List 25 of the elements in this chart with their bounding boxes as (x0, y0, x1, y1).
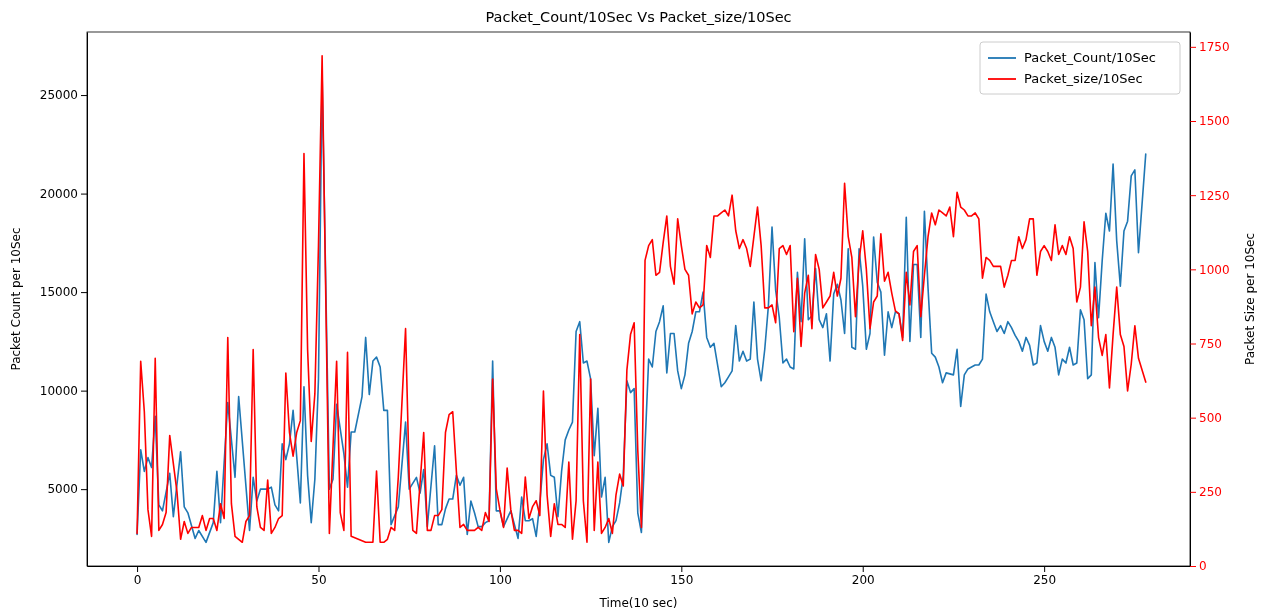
x-tick-label: 150 (670, 572, 694, 587)
y2-axis-title: Packet Size per 10Sec (1243, 232, 1257, 366)
y-axis-title: Packet Count per 10Sec (9, 227, 23, 371)
y2-tick-label: 500 (1199, 411, 1222, 426)
y-tick-label: 10000 (39, 383, 78, 398)
y2-tick-label: 250 (1199, 485, 1222, 500)
chart-title: Packet_Count/10Sec Vs Packet_size/10Sec (485, 9, 792, 25)
x-axis-title: Time(10 sec) (598, 596, 678, 610)
x-tick-label: 0 (133, 572, 142, 587)
y2-tick-label: 1000 (1199, 262, 1230, 277)
y-tick-label: 20000 (39, 186, 78, 201)
x-tick-label: 100 (488, 572, 512, 587)
y-tick-label: 5000 (47, 482, 78, 497)
y2-tick-label: 1250 (1199, 188, 1230, 203)
x-tick-label: 200 (851, 572, 875, 587)
legend-label: Packet_size/10Sec (1024, 71, 1143, 86)
y2-tick-label: 1750 (1199, 40, 1230, 55)
y2-tick-label: 750 (1199, 336, 1222, 351)
legend-label: Packet_Count/10Sec (1024, 50, 1156, 65)
x-tick-label: 250 (1033, 572, 1057, 587)
x-tick-label: 50 (311, 572, 327, 587)
y-tick-label: 15000 (39, 285, 78, 300)
y2-tick-label: 1500 (1199, 114, 1230, 129)
y2-tick-label: 0 (1199, 559, 1207, 574)
y-tick-label: 25000 (39, 88, 78, 103)
